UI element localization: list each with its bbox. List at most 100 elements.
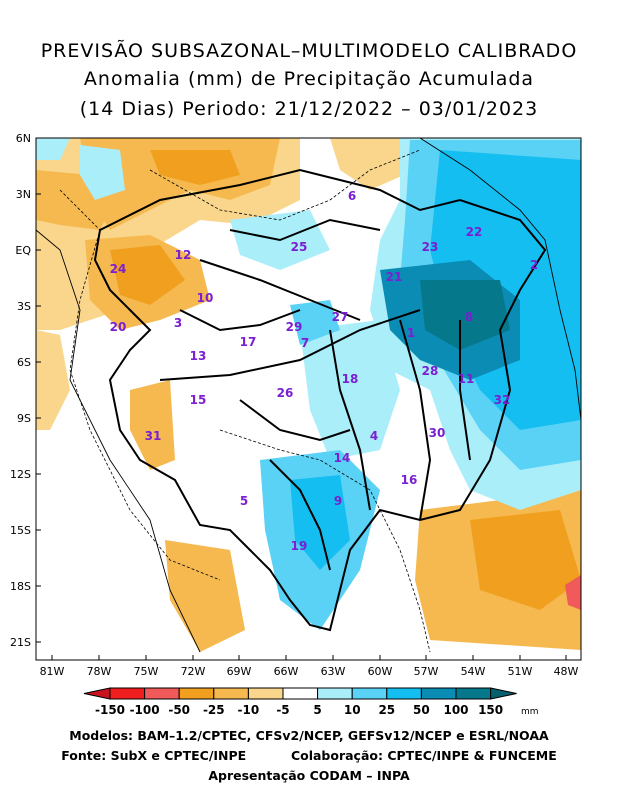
colorbar-label: -5 [276, 703, 289, 717]
colorbar-label: 25 [378, 703, 395, 717]
longitude-axis: 81W 78W 75W 72W 69W 66W 63W 60W 57W 54W 51W 48W [40, 655, 579, 678]
colorbar-swatch [213, 687, 249, 700]
lat-label: EQ [15, 244, 31, 257]
colorbar-swatches [83, 687, 517, 700]
basin-label-31: 31 [145, 429, 162, 443]
lon-label: 54W [461, 665, 486, 678]
basin-divide-7 [269, 459, 331, 571]
lat-label: 9S [17, 412, 31, 425]
amazon-basin-outline [93, 168, 547, 632]
basin-label-19: 19 [291, 539, 308, 553]
colorbar-swatch [317, 687, 353, 700]
colorbar-swatch [178, 687, 215, 700]
basin-label-8: 8 [465, 310, 473, 324]
colorbar-swatch [420, 687, 457, 700]
basin-label-13: 13 [190, 349, 207, 363]
lat-label: 15S [10, 524, 31, 537]
basin-label-23: 23 [422, 240, 439, 254]
basin-label-11: 11 [458, 372, 475, 386]
basin-label-24: 24 [110, 262, 127, 276]
colorbar-swatch [386, 687, 422, 700]
colorbar-label: -150 [95, 703, 125, 717]
lon-label: 75W [134, 665, 159, 678]
basin-label-4: 4 [370, 429, 378, 443]
colorbar-swatch [282, 687, 319, 700]
basin-label-9: 9 [334, 494, 342, 508]
basin-divide-3 [399, 319, 432, 521]
basin-label-6: 6 [348, 189, 356, 203]
colorbar-swatch [144, 687, 180, 700]
lat-label: 18S [10, 580, 31, 593]
anomaly-neg-medium-peru-south [130, 380, 175, 470]
colorbar-label: -50 [168, 703, 190, 717]
colorbar-label: 150 [478, 703, 503, 717]
lat-label: 12S [10, 468, 31, 481]
border-bolivia [219, 429, 431, 653]
lat-label: 6N [16, 132, 31, 145]
precipitation-anomaly-map: 6N 3N EQ 3S 6S 9S 12S 15S 18S 21S 81W 78W 75W 72W 69W… [10, 132, 582, 678]
credits-presentation: Apresentação CODAM – INPA [208, 768, 410, 783]
title-line-1: PREVISÃO SUBSAZONAL–MULTIMODELO CALIBRAD… [40, 40, 578, 62]
colorbar-label: 100 [443, 703, 468, 717]
map-frame [35, 137, 582, 661]
basin-label-25: 25 [291, 240, 308, 254]
anomaly-pos-light-colombia [80, 145, 125, 200]
colorbar-label: -25 [203, 703, 225, 717]
basin-label-5: 5 [240, 494, 248, 508]
lon-label: 81W [40, 665, 65, 678]
atlantic-coast [419, 138, 581, 421]
credits-collaboration: Colaboração: CPTEC/INPE & FUNCEME [290, 748, 557, 763]
coastlines [36, 138, 581, 653]
colorbar-label: 10 [344, 703, 361, 717]
basin-label-26: 26 [277, 386, 294, 400]
anomaly-neg-medium-bolivia [165, 540, 245, 652]
basin-label-20: 20 [110, 320, 127, 334]
basin-label-3: 3 [174, 316, 182, 330]
colorbar-label: -100 [130, 703, 160, 717]
basin-label-16: 16 [401, 473, 418, 487]
lon-label: 57W [414, 665, 439, 678]
credits-row-2: Fonte: SubX e CPTEC/INPE Colaboração: CP… [0, 746, 618, 766]
lat-label: 21S [10, 636, 31, 649]
basin-label-30: 30 [429, 426, 446, 440]
colorbar-unit: mm [521, 707, 539, 717]
basin-label-2: 2 [530, 258, 538, 272]
anomaly-neg-extreme-coast [565, 575, 581, 610]
basin-divide-9 [229, 218, 381, 242]
anomaly-neg-light-pacific [36, 330, 70, 430]
colorbar-label: -10 [238, 703, 260, 717]
border-north [149, 149, 421, 221]
latitude-axis: 6N 3N EQ 3S 6S 9S 12S 15S 18S 21S [10, 132, 41, 649]
basin-label-17: 17 [240, 335, 257, 349]
colorbar: -150 -100 -50 -25 -10 -5 5 10 25 50 100 150 mm [83, 687, 539, 717]
anomaly-pos-medium-negro [290, 300, 340, 345]
basin-label-28: 28 [422, 364, 439, 378]
colorbar-label: 50 [413, 703, 430, 717]
basin-label-14: 14 [334, 451, 351, 465]
lat-label: 3N [16, 188, 31, 201]
basin-label-21: 21 [386, 270, 403, 284]
anomaly-neg-strong-peru [110, 245, 185, 305]
lat-label: 6S [17, 356, 31, 369]
lon-label: 69W [227, 665, 252, 678]
anomaly-neg-light-guyana [330, 138, 420, 190]
anomaly-pos-light-central [300, 320, 400, 460]
basin-label-1: 1 [407, 326, 415, 340]
colorbar-arrow-right [490, 687, 517, 700]
lon-label: 66W [274, 665, 299, 678]
title-line-2: Anomalia (mm) de Precipitação Acumulada [83, 68, 535, 90]
basin-label-15: 15 [190, 393, 207, 407]
lon-label: 78W [87, 665, 112, 678]
basin-label-18: 18 [342, 372, 359, 386]
colorbar-swatch [247, 687, 284, 700]
anomaly-neg-strong-southeast [470, 510, 581, 610]
colorbar-swatch [351, 687, 388, 700]
basin-label-29: 29 [286, 320, 303, 334]
anomaly-pos-heavy-core [420, 280, 510, 350]
basin-label-12: 12 [175, 248, 192, 262]
anomaly-neg-strong-colombia [150, 150, 240, 185]
colorbar-arrow-left [83, 687, 111, 700]
colorbar-swatch [455, 687, 492, 700]
pacific-coast [36, 229, 201, 653]
